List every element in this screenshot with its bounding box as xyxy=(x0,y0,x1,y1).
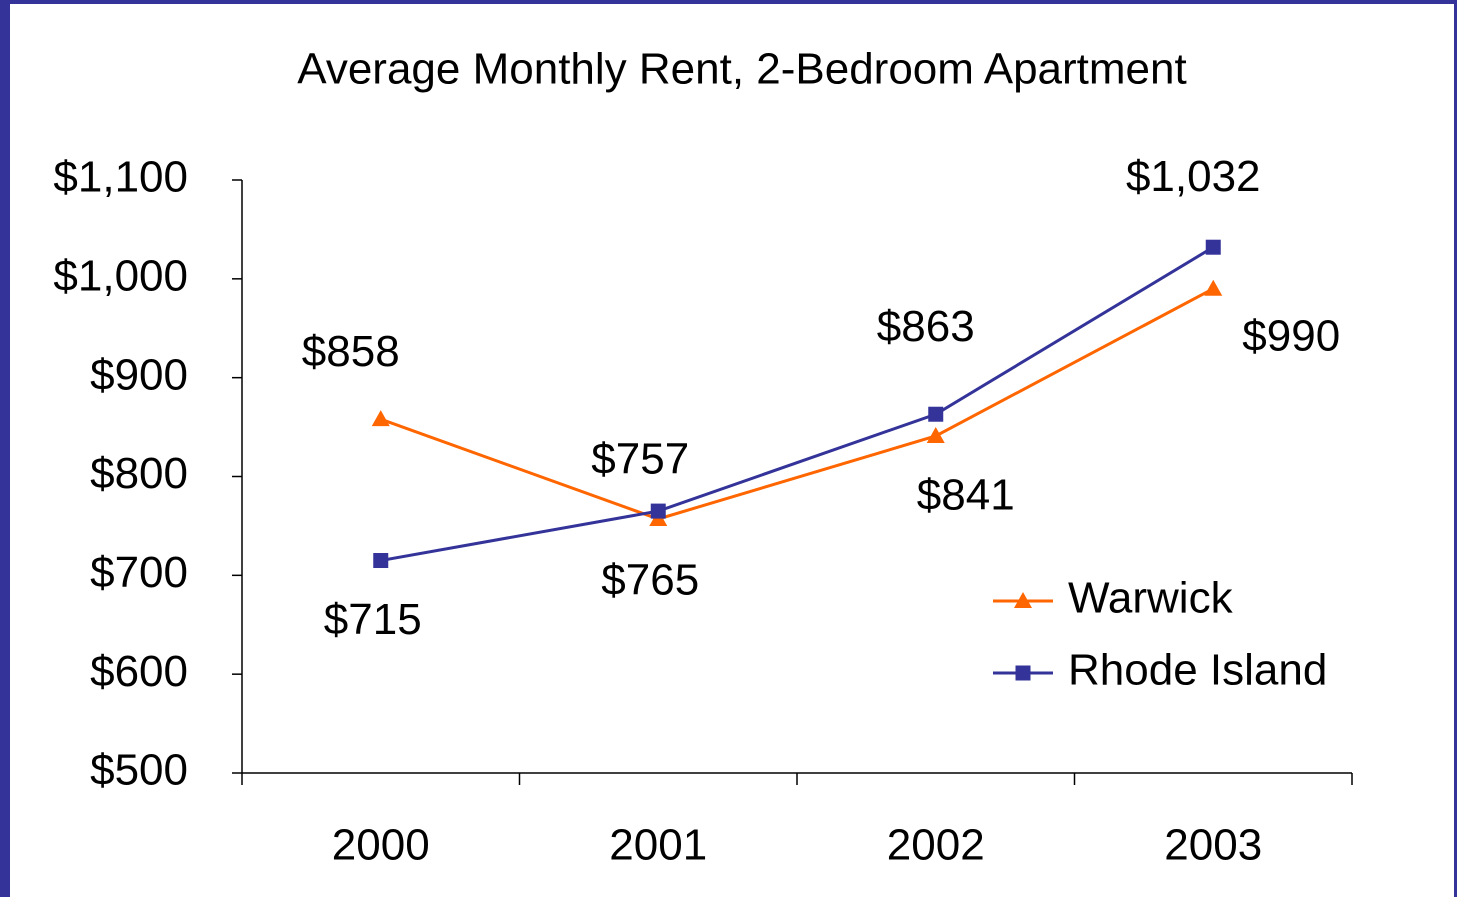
y-tick-label: $500 xyxy=(90,746,188,795)
legend-label: Warwick xyxy=(1068,574,1234,623)
legend-label: Rhode Island xyxy=(1068,646,1327,695)
legend-marker xyxy=(1015,665,1031,681)
legend-marker xyxy=(1014,592,1032,608)
data-point xyxy=(373,553,389,569)
data-point xyxy=(650,503,666,519)
x-tick-label: 2000 xyxy=(332,821,430,870)
data-label: $863 xyxy=(877,302,975,351)
y-tick-label: $900 xyxy=(90,350,188,399)
y-tick-label: $600 xyxy=(90,647,188,696)
x-tick-label: 2001 xyxy=(609,821,707,870)
data-point xyxy=(1205,239,1221,255)
data-point xyxy=(371,410,390,427)
data-label: $990 xyxy=(1242,311,1340,360)
y-tick-label: $800 xyxy=(90,449,188,498)
data-point xyxy=(926,426,945,443)
data-label: $858 xyxy=(302,327,400,376)
data-label: $841 xyxy=(917,471,1015,520)
x-tick-label: 2003 xyxy=(1164,821,1262,870)
y-tick-label: $1,000 xyxy=(53,251,188,300)
data-point xyxy=(1204,279,1223,296)
y-tick-label: $1,100 xyxy=(53,153,188,202)
x-tick-label: 2002 xyxy=(887,821,985,870)
chart-title: Average Monthly Rent, 2-Bedroom Apartmen… xyxy=(297,45,1186,94)
data-label: $715 xyxy=(324,595,422,644)
data-label: $1,032 xyxy=(1126,152,1261,201)
background xyxy=(10,4,1454,897)
data-label: $757 xyxy=(591,435,689,484)
series-line xyxy=(380,287,1214,521)
data-label: $765 xyxy=(601,556,699,605)
y-tick-label: $700 xyxy=(90,548,188,597)
data-point xyxy=(928,406,944,422)
series-line xyxy=(380,245,1215,562)
